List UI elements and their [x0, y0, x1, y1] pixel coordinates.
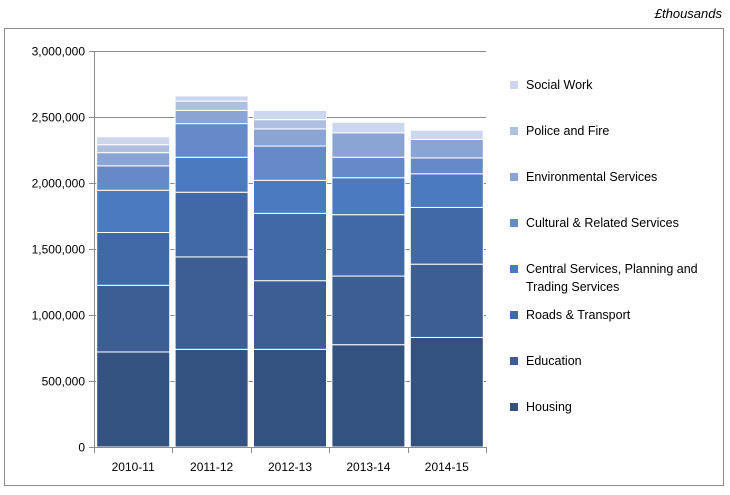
bar-segment-7-1 — [174, 95, 249, 102]
legend-label: Social Work — [526, 78, 593, 92]
chart-frame: 0 500,000 1,000,000 1,500,000 2,000,000 2,500… — [4, 28, 724, 486]
bar-segment-4-0 — [96, 165, 171, 191]
y-tick-label: 500,000 — [42, 375, 86, 389]
legend-label: Cultural & Related Services — [526, 216, 679, 230]
bars-layer — [96, 95, 484, 448]
bar-segment-4-2 — [253, 145, 327, 181]
bar-segment-0-3 — [331, 344, 406, 448]
bar-segment-6-1 — [174, 100, 249, 111]
bar-segment-2-1 — [174, 191, 249, 258]
bar-segment-1-1 — [174, 256, 249, 350]
legend-label: Roads & Transport — [526, 308, 631, 322]
legend-swatch — [510, 311, 518, 319]
bar-segment-3-2 — [253, 179, 327, 214]
x-tick-label: 2014-15 — [425, 460, 469, 474]
legend-label: Central Services, Planning and Trading Se… — [526, 262, 698, 294]
legend-layer: Social Work Police and Fire Environmental … — [510, 78, 698, 414]
bar-segment-5-4 — [409, 138, 484, 159]
legend-swatch — [510, 81, 518, 89]
bar-segment-6-2 — [253, 119, 327, 130]
bar-segment-3-1 — [174, 156, 249, 193]
x-tick-label: 2012-13 — [268, 460, 312, 474]
legend-swatch — [510, 127, 518, 135]
unit-label: £thousands — [654, 6, 722, 21]
bar-segment-2-4 — [409, 206, 484, 265]
bar-segment-7-0 — [96, 136, 171, 146]
bar-segment-0-2 — [253, 348, 327, 448]
legend-swatch — [510, 265, 518, 273]
legend-swatch — [510, 219, 518, 227]
bar-segment-4-3 — [331, 156, 406, 179]
bar-segment-7-2 — [253, 109, 327, 121]
bar-segment-5-2 — [253, 128, 327, 147]
legend-label: Police and Fire — [526, 124, 609, 138]
bar-segment-5-3 — [331, 132, 406, 158]
legend-label: Housing — [526, 400, 572, 414]
bar-segment-6-0 — [96, 144, 171, 154]
axis-layer: 0 500,000 1,000,000 1,500,000 2,000,000 2,500… — [32, 45, 487, 474]
bar-segment-1-4 — [409, 263, 484, 338]
legend-swatch — [510, 403, 518, 411]
bar-segment-4-4 — [409, 157, 484, 175]
y-tick-label: 2,500,000 — [32, 111, 86, 125]
bar-segment-1-2 — [253, 280, 327, 350]
bar-segment-2-3 — [331, 214, 406, 277]
bar-segment-2-2 — [253, 212, 327, 282]
bar-segment-3-3 — [331, 177, 406, 216]
stacked-bar-chart: 0 500,000 1,000,000 1,500,000 2,000,000 2,500… — [32, 45, 698, 475]
x-tick-label: 2010-11 — [112, 460, 155, 474]
x-tick-label: 2013-14 — [346, 460, 390, 474]
y-tick-label: 3,000,000 — [32, 45, 86, 59]
y-tick-label: 0 — [78, 441, 85, 455]
bar-segment-0-1 — [174, 348, 249, 448]
bar-segment-3-4 — [409, 173, 484, 208]
legend-label: Environmental Services — [526, 170, 657, 184]
bar-segment-4-1 — [174, 123, 249, 158]
legend-label: Education — [526, 354, 582, 368]
legend-swatch — [510, 173, 518, 181]
legend-swatch — [510, 357, 518, 365]
y-tick-label: 1,000,000 — [32, 309, 86, 323]
bar-segment-0-0 — [96, 351, 171, 448]
bar-segment-7-4 — [409, 129, 484, 140]
bar-segment-1-0 — [96, 284, 171, 353]
bar-segment-5-1 — [174, 109, 249, 125]
y-tick-label: 2,000,000 — [32, 177, 86, 191]
y-tick-label: 1,500,000 — [32, 243, 86, 257]
bar-segment-0-4 — [409, 336, 484, 448]
x-tick-label: 2011-12 — [190, 460, 233, 474]
bar-segment-1-3 — [331, 275, 406, 346]
bar-segment-2-0 — [96, 232, 171, 286]
bar-segment-5-0 — [96, 152, 171, 167]
bar-segment-7-3 — [331, 121, 406, 134]
bar-segment-3-0 — [96, 189, 171, 233]
